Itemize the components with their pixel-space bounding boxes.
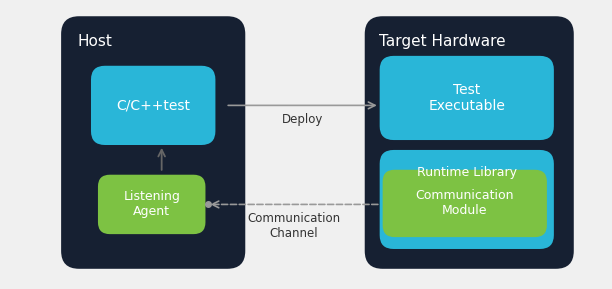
FancyBboxPatch shape [61,16,245,269]
FancyBboxPatch shape [365,16,574,269]
Text: Deploy: Deploy [282,113,323,126]
Text: Listening
Agent: Listening Agent [123,190,180,218]
Text: Communication
Channel: Communication Channel [247,212,341,240]
Text: Host: Host [77,34,112,49]
FancyBboxPatch shape [379,56,554,140]
FancyBboxPatch shape [91,66,215,145]
Text: Target Hardware: Target Hardware [379,34,506,49]
Text: Runtime Library: Runtime Library [417,166,517,179]
Text: C/C++test: C/C++test [116,98,190,112]
FancyBboxPatch shape [98,175,206,234]
FancyBboxPatch shape [382,170,547,237]
Text: Test
Executable: Test Executable [428,83,505,113]
Text: Communication
Module: Communication Module [416,189,514,217]
FancyBboxPatch shape [379,150,554,249]
